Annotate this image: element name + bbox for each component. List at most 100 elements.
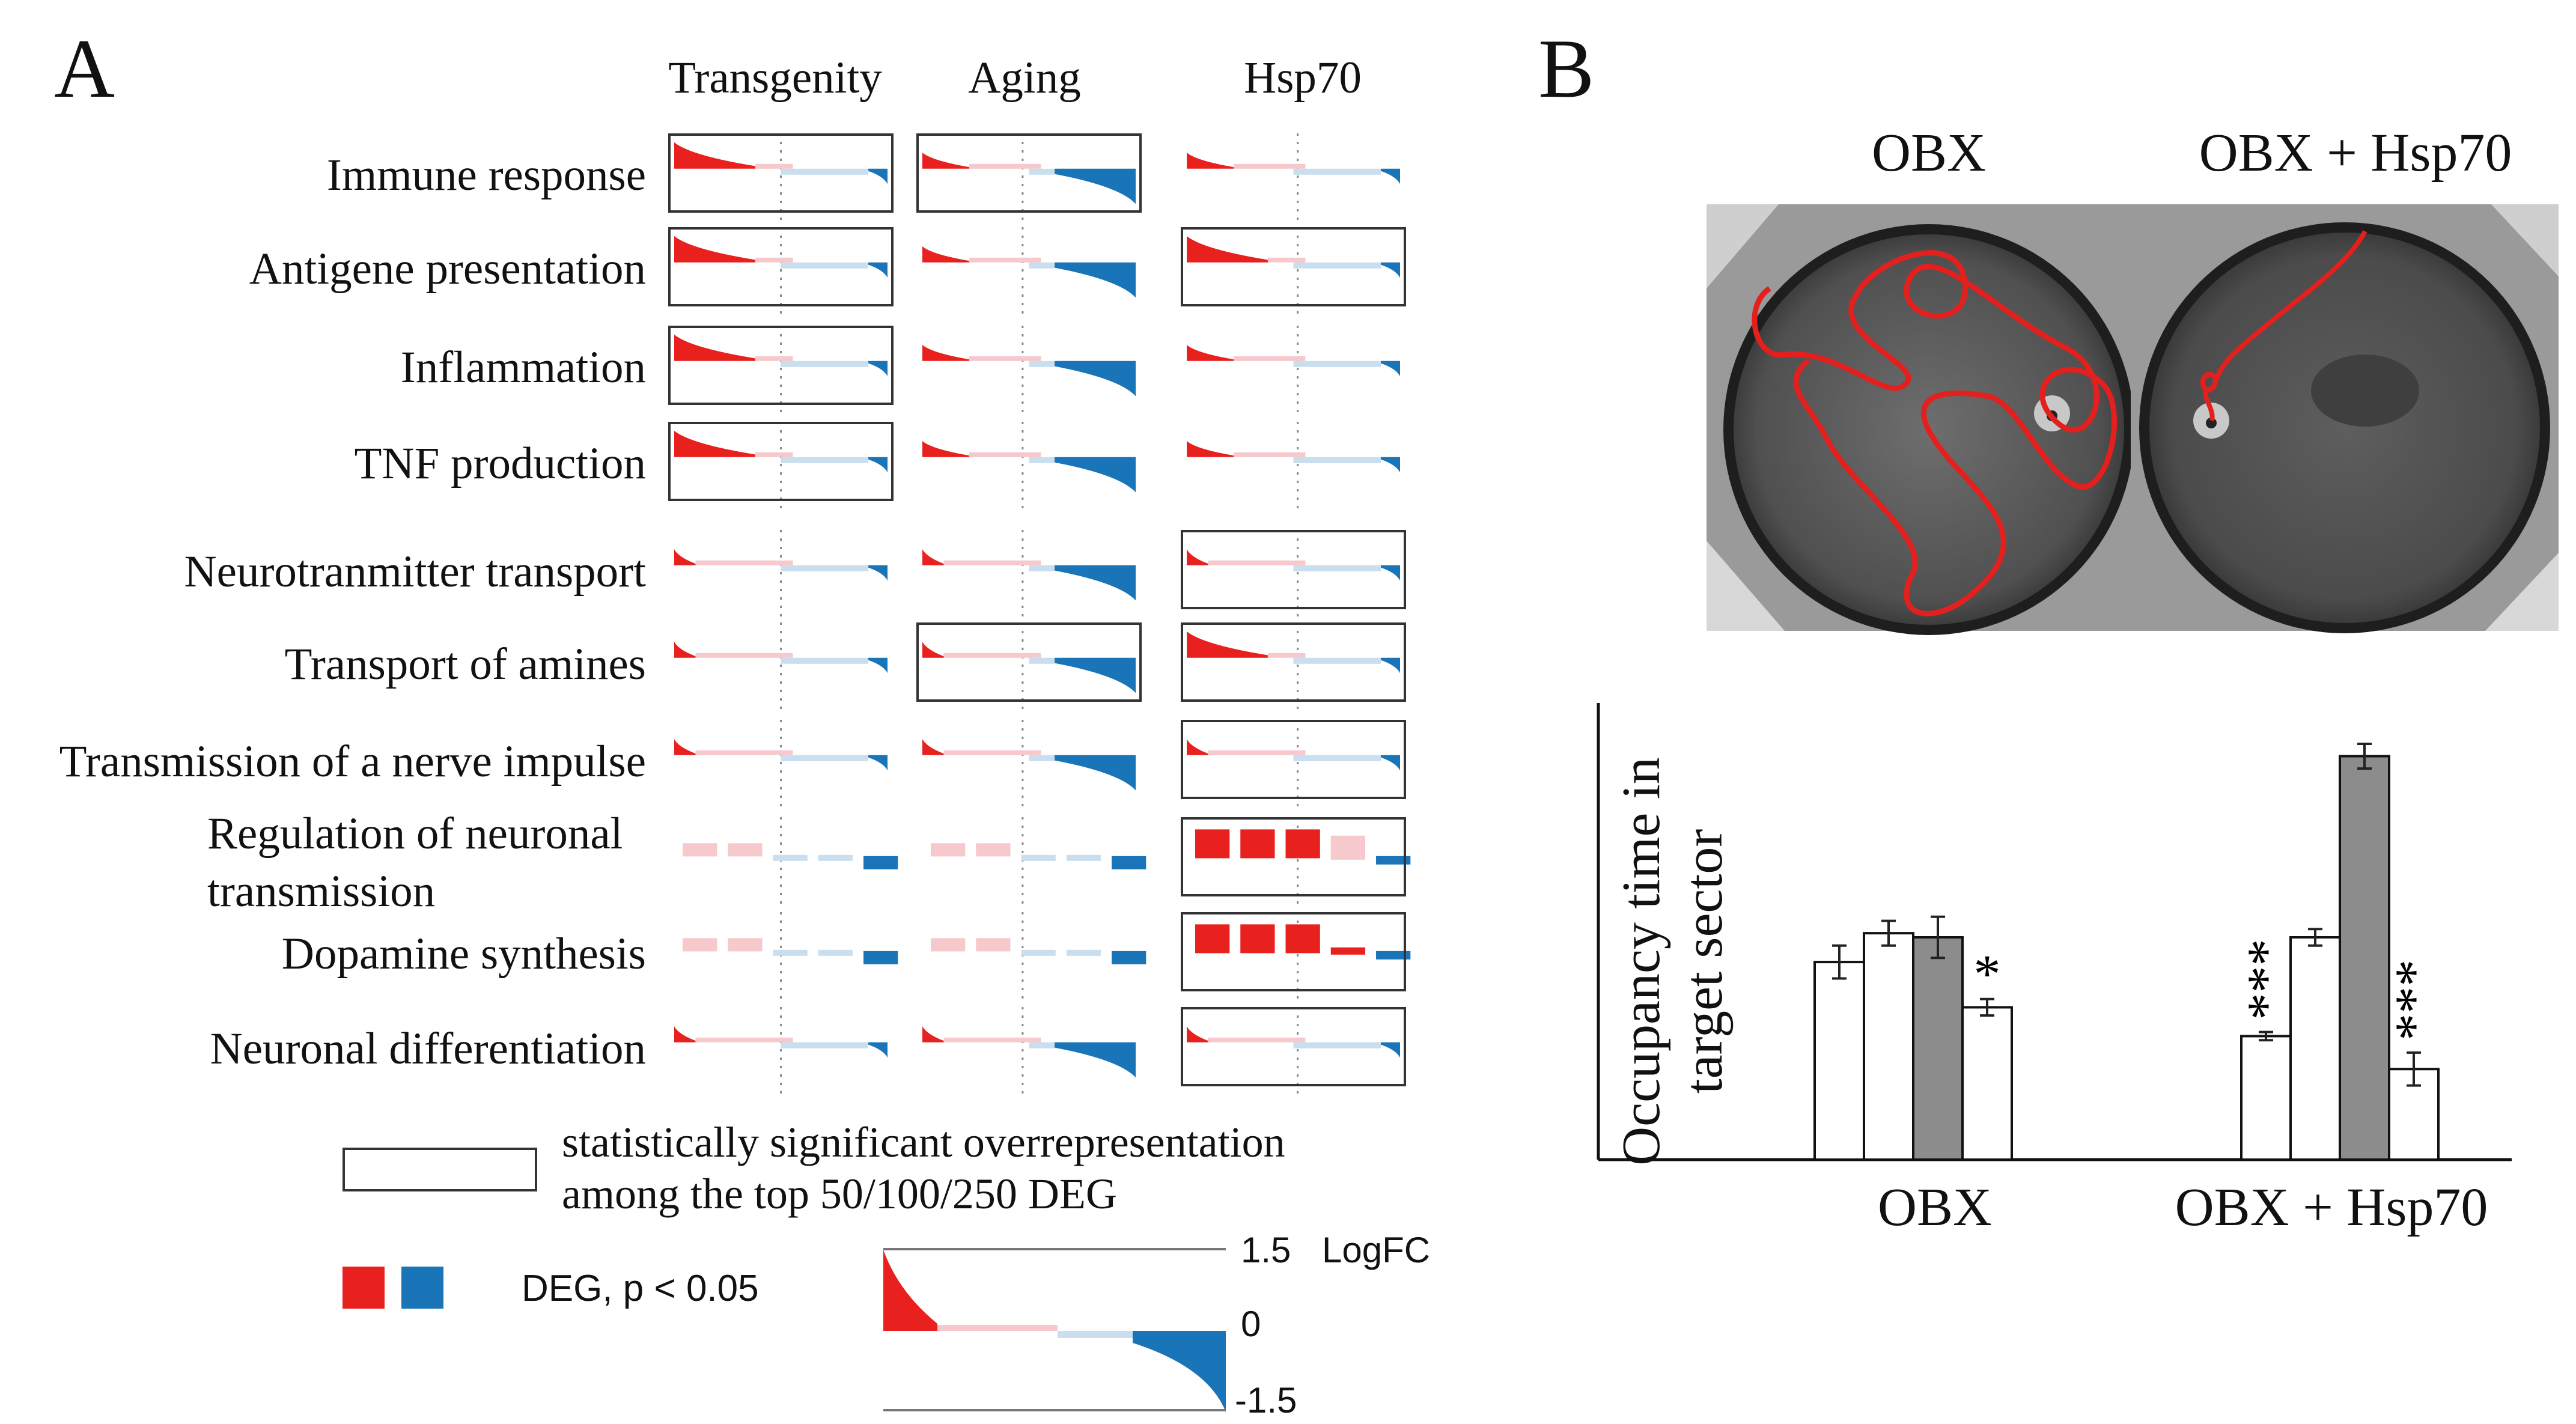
deg-bar	[818, 854, 853, 861]
up-nonsignificant-area	[755, 356, 793, 361]
up-nonsignificant-area	[1267, 653, 1306, 658]
significance-box	[916, 133, 1142, 213]
deg-bar	[1240, 924, 1275, 954]
deg-bar	[1330, 947, 1366, 955]
down-regulated-area	[1055, 755, 1136, 791]
down-regulated-area	[1055, 457, 1136, 493]
row-label-regulation-of-neuronal-transmission: Regulation of neuronal transmission	[207, 805, 664, 920]
up-nonsignificant-area	[1267, 257, 1306, 263]
deg-bar	[931, 843, 966, 857]
bar-1-1	[2289, 936, 2341, 1161]
row-label-inflammation: Inflammation	[400, 342, 646, 392]
significance-box	[1181, 912, 1406, 991]
up-regulated-area	[1187, 236, 1268, 263]
deg-bar	[976, 938, 1011, 952]
deg-bar	[1240, 829, 1275, 859]
up-regulated-area	[674, 236, 755, 263]
mini-plot-tnf-production-transgenity	[668, 422, 894, 513]
mini-plot-antigene-presentation-transgenity	[668, 227, 894, 318]
up-nonsignificant-area	[755, 257, 793, 263]
deg-bar	[1330, 835, 1366, 860]
up-nonsignificant-area	[943, 1037, 1041, 1042]
up-nonsignificant-area	[969, 356, 1041, 361]
significance-box	[1181, 720, 1406, 799]
down-regulated-area	[1381, 565, 1400, 581]
down-regulated-area	[1381, 361, 1400, 377]
down-nonsignificant-area	[781, 1042, 869, 1048]
down-regulated-area	[868, 361, 888, 377]
deg-bar	[728, 843, 763, 857]
mini-plot-neuronal-differentiation-transgenity	[674, 1007, 888, 1098]
deg-bar	[863, 856, 898, 869]
column-header-aging: Aging	[968, 53, 1081, 103]
down-nonsignificant-area	[1029, 361, 1055, 367]
mini-plot-neurotranmitter-transport-aging	[922, 530, 1136, 621]
deg-bar	[976, 843, 1011, 857]
down-regulated-area	[1381, 1042, 1400, 1058]
mini-plot-immune-response-hsp70	[1187, 133, 1400, 225]
mini-plot-regulation-of-neuronal-transmission-hsp70	[1181, 817, 1411, 908]
up-nonsignificant-area	[1208, 560, 1306, 565]
legend-box-text-line1: statistically significant overrepresenta…	[562, 1118, 1285, 1166]
mini-plot-inflammation-aging	[922, 326, 1136, 417]
mini-plot-transport-of-amines-hsp70	[1181, 622, 1406, 714]
mini-plot-neuronal-differentiation-hsp70	[1181, 1007, 1406, 1098]
mini-plot-dopamine-synthesis-aging	[922, 912, 1146, 1003]
legend-scale-bottom-tick	[883, 1409, 1226, 1411]
mini-plot-dopamine-synthesis-hsp70	[1181, 912, 1411, 1003]
up-nonsignificant-area	[695, 750, 793, 755]
down-nonsignificant-area	[1293, 1042, 1381, 1048]
bar-0-2	[1912, 936, 1964, 1161]
down-regulated-area	[1381, 755, 1400, 771]
up-nonsignificant-area	[1234, 356, 1306, 361]
maze-photo-obx-hsp70	[2131, 204, 2559, 633]
up-regulated-area	[1187, 549, 1208, 565]
down-nonsignificant-area	[1293, 361, 1381, 367]
mini-plot-transmission-of-a-nerve-impulse-transgenity	[674, 720, 888, 811]
mini-plot-inflammation-transgenity	[668, 326, 894, 417]
down-regulated-area	[1055, 361, 1136, 397]
deg-bar	[1112, 856, 1146, 869]
row-label-line: transmission	[207, 866, 436, 916]
up-regulated-area	[922, 344, 970, 361]
y-axis-label-line1: Occupancy time in	[1612, 757, 1671, 1166]
maze-label-obx-hsp70: OBX + Hsp70	[2199, 123, 2512, 183]
down-nonsignificant-area	[781, 755, 869, 761]
significance-box	[916, 622, 1142, 702]
significance-box	[1181, 622, 1406, 702]
down-nonsignificant-area	[1029, 168, 1055, 175]
up-regulated-area	[1187, 738, 1208, 755]
mini-plot-neurotranmitter-transport-hsp70	[1181, 530, 1406, 621]
deg-bar	[1195, 829, 1230, 859]
down-regulated-area	[868, 262, 888, 278]
legend-deg-text: DEG, p < 0.05	[522, 1268, 759, 1309]
down-regulated-area	[1381, 657, 1400, 674]
up-regulated-area	[922, 246, 970, 263]
up-nonsignificant-area	[695, 560, 793, 565]
mini-plot-regulation-of-neuronal-transmission-transgenity	[674, 817, 898, 908]
down-regulated-area	[868, 565, 888, 581]
down-nonsignificant-area	[781, 657, 869, 664]
deg-bar	[1021, 949, 1056, 956]
y-axis-label-line2: target sector	[1673, 829, 1734, 1094]
deg-bar	[1112, 951, 1146, 964]
group-label-obx: OBX	[1877, 1178, 1993, 1237]
significance-box	[668, 326, 894, 405]
mini-plot-inflammation-hsp70	[1187, 326, 1400, 417]
legend-up-swatch	[343, 1267, 385, 1309]
down-nonsignificant-area	[781, 168, 869, 175]
up-nonsignificant-area	[969, 163, 1041, 169]
row-label-immune-response: Immune response	[326, 150, 646, 200]
deg-bar	[931, 938, 966, 952]
maze-label-obx: OBX	[1871, 123, 1987, 183]
panel-a-letter: A	[54, 22, 115, 115]
down-regulated-area	[1055, 262, 1136, 298]
deg-bar	[1285, 829, 1320, 859]
mini-plot-regulation-of-neuronal-transmission-aging	[922, 817, 1146, 908]
up-regulated-area	[922, 738, 944, 755]
down-nonsignificant-area	[781, 262, 869, 269]
up-regulated-area	[922, 549, 944, 565]
mini-plot-dopamine-synthesis-transgenity	[674, 912, 898, 1003]
up-regulated-area	[922, 440, 970, 457]
significance-marker: ***	[2237, 939, 2297, 1020]
